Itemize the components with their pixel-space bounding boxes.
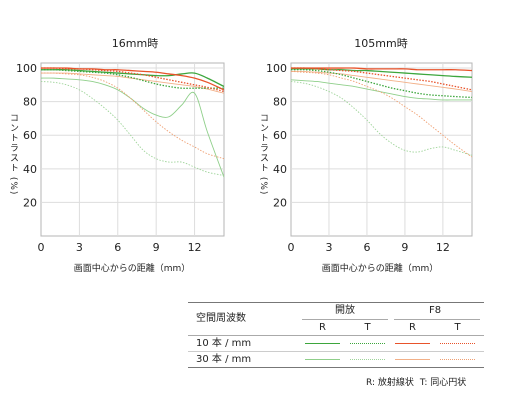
x-tick-label: 6 bbox=[114, 241, 121, 254]
legend-swatch-r0-g0-c0 bbox=[305, 343, 340, 344]
legend-col-open-t: T bbox=[364, 322, 371, 333]
x-tick-label: 3 bbox=[76, 241, 83, 254]
table-rule-header bbox=[188, 335, 484, 336]
x-tick-label: 3 bbox=[325, 241, 332, 254]
y-tick-label: 40 bbox=[23, 163, 37, 176]
legend-swatch-r1-g1-c0 bbox=[395, 359, 430, 360]
legend-row-10: 10 本 / mm bbox=[196, 338, 252, 349]
legend-swatch-r1-g1-c1 bbox=[440, 359, 475, 360]
plot-0: 0 3 6 9 12 20 40 60 80 100 bbox=[16, 62, 225, 254]
y-axis-label-105mm: コントラスト (%) bbox=[258, 113, 268, 196]
mtf-curve-r1-g1-c1 bbox=[41, 72, 224, 160]
table-rule-top bbox=[188, 302, 484, 303]
footnote-r: R: 放射線状 bbox=[366, 378, 414, 388]
legend-swatch-r0-g0-c1 bbox=[350, 343, 385, 344]
y-tick-label: 100 bbox=[266, 62, 287, 75]
mtf-curve-r1-g1-c0 bbox=[41, 72, 224, 94]
legend-swatch-r1-g0-c1 bbox=[350, 359, 385, 360]
x-tick-label: 12 bbox=[436, 241, 450, 254]
y-tick-label: 60 bbox=[273, 129, 287, 142]
mtf-curve-r1-g1-c0 bbox=[291, 70, 472, 92]
footnote-t: T: 同心円状 bbox=[419, 378, 467, 388]
x-tick-label: 9 bbox=[401, 241, 408, 254]
legend-swatch-r0-g1-c1 bbox=[440, 343, 475, 344]
mtf-curve-r1-g0-c0 bbox=[291, 79, 472, 101]
x-tick-label: 6 bbox=[363, 241, 370, 254]
plot-frame bbox=[40, 62, 225, 237]
y-tick-label: 20 bbox=[23, 196, 37, 209]
y-axis-label-16mm: コントラスト (%) bbox=[8, 113, 18, 196]
table-rule-group-open bbox=[302, 319, 388, 320]
mtf-curve-r1-g0-c0 bbox=[41, 77, 224, 178]
legend-swatch-r0-g1-c0 bbox=[395, 343, 430, 344]
mtf-curve-r0-g0-c1 bbox=[41, 69, 224, 89]
mtf-curve-r0-g1-c0 bbox=[291, 67, 472, 72]
table-rule-bottom bbox=[188, 367, 484, 368]
legend-header-label: 空間周波数 bbox=[196, 313, 246, 324]
chart-title-105mm: 105mm時 bbox=[354, 37, 408, 50]
legend-footnote: R: 放射線状 T: 同心円状 bbox=[366, 375, 466, 388]
y-tick-label: 60 bbox=[23, 129, 37, 142]
table-rule-row bbox=[188, 351, 484, 352]
mtf-curve-r1-g0-c1 bbox=[291, 81, 472, 156]
legend-group-f8: F8 bbox=[428, 305, 442, 316]
legend-swatch-r1-g0-c0 bbox=[305, 359, 340, 360]
table-rule-group-f8 bbox=[394, 319, 480, 320]
mtf-curve-r0-g0-c0 bbox=[291, 68, 472, 78]
x-tick-label: 0 bbox=[288, 241, 295, 254]
x-tick-label: 9 bbox=[153, 241, 160, 254]
mtf-curve-r0-g0-c0 bbox=[41, 69, 224, 88]
mtf-curve-r0-g0-c1 bbox=[291, 69, 472, 99]
legend-col-f8-r: R bbox=[409, 322, 416, 333]
x-axis-label-16mm: 画面中心からの距離（mm） bbox=[73, 264, 191, 274]
y-tick-label: 20 bbox=[273, 196, 287, 209]
curves bbox=[41, 67, 224, 178]
plot-1: 0 3 6 9 12 20 40 60 80 100 bbox=[266, 62, 473, 254]
curves bbox=[291, 67, 472, 158]
mtf-curve-r0-g1-c0 bbox=[41, 67, 224, 91]
legend-col-open-r: R bbox=[319, 322, 326, 333]
legend-col-f8-t: T bbox=[454, 322, 461, 333]
x-tick-label: 0 bbox=[38, 241, 45, 254]
legend-row-30: 30 本 / mm bbox=[196, 354, 252, 365]
y-tick-label: 80 bbox=[273, 96, 287, 109]
mtf-curve-r0-g1-c1 bbox=[41, 67, 224, 93]
y-tick-label: 100 bbox=[16, 62, 37, 75]
legend-table: 空間周波数 開放 F8 R T R T 10 本 / mm 30 本 / mm bbox=[188, 302, 484, 368]
chart-title-16mm: 16mm時 bbox=[111, 37, 159, 50]
y-tick-label: 80 bbox=[23, 96, 37, 109]
x-axis-label-105mm: 画面中心からの距離（mm） bbox=[321, 264, 439, 274]
y-tick-label: 40 bbox=[273, 163, 287, 176]
plot-frame bbox=[290, 62, 473, 237]
x-tick-label: 12 bbox=[188, 241, 202, 254]
legend-group-open: 開放 bbox=[335, 305, 355, 316]
mtf-curve-r1-g0-c1 bbox=[41, 81, 224, 176]
